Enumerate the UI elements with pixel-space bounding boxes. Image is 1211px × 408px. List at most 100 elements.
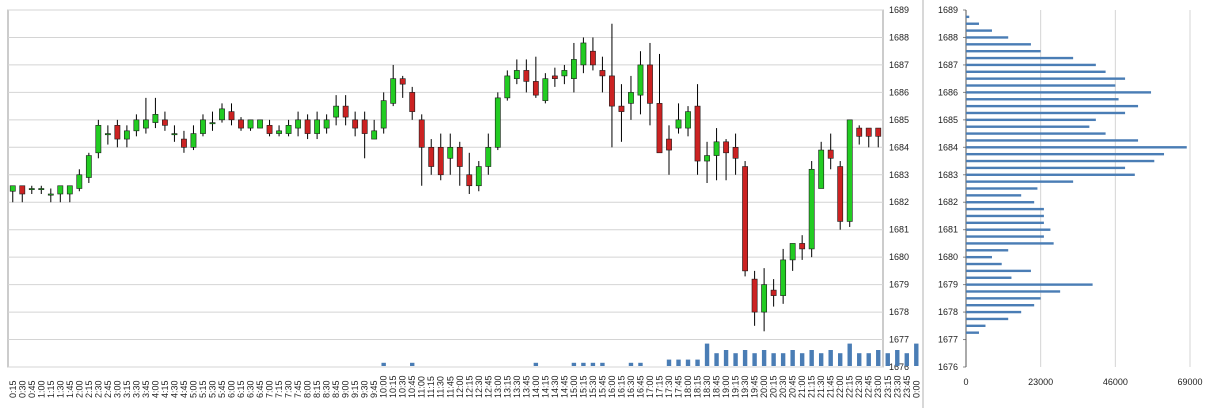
volume-bar: [714, 353, 719, 366]
x-tick-label: 11:15: [426, 376, 436, 398]
candle-body: [323, 119, 330, 129]
x-tick-label: 14:00: [531, 375, 541, 398]
profile-bar: [966, 201, 1035, 204]
x-tick-label: 69000: [1177, 377, 1202, 387]
candle-body: [742, 166, 748, 272]
profile-bar: [966, 166, 1126, 170]
candle-body: [228, 111, 235, 121]
profile-bar: [966, 221, 1044, 225]
x-tick-label: 13:45: [521, 375, 531, 398]
x-tick-label: 12:45: [483, 375, 493, 398]
candle-body: [675, 119, 682, 129]
candle-body: [162, 119, 168, 126]
candle-body: [761, 284, 768, 313]
profile-bar: [966, 228, 1051, 231]
candle-body: [475, 166, 482, 187]
profile-bar: [966, 180, 1074, 183]
x-tick-label: 12:15: [464, 375, 474, 398]
candle-body: [770, 289, 777, 296]
x-tick-label: 20:30: [778, 375, 788, 398]
x-tick-label: 18:15: [693, 375, 703, 398]
candle-body: [276, 130, 282, 134]
x-tick-label: 16:30: [626, 375, 636, 398]
x-tick-label: 19:30: [740, 375, 750, 398]
profile-bar: [966, 173, 1135, 176]
profile-bar: [966, 297, 1041, 300]
x-tick-label: 14:15: [540, 375, 550, 398]
candle-body: [789, 243, 796, 261]
x-tick-label: 20:15: [769, 375, 779, 398]
candle-body: [637, 64, 644, 96]
y-tick-label: 1684: [889, 142, 909, 152]
profile-bar: [966, 187, 1038, 190]
candle-body: [827, 149, 834, 159]
candle-body: [713, 141, 720, 156]
x-tick-label: 2:30: [93, 380, 103, 398]
profile-bar: [966, 304, 1035, 307]
x-tick-label: 9:15: [350, 380, 360, 398]
candle-body: [380, 100, 387, 129]
y-tick-label: 1681: [889, 225, 909, 235]
candle-body: [799, 243, 806, 250]
volume-bar: [704, 343, 710, 366]
x-tick-label: 11:45: [445, 376, 455, 398]
x-tick-label: 10:00: [379, 375, 389, 398]
x-tick-label: 4:15: [160, 380, 170, 398]
volume-bar: [600, 362, 605, 366]
x-tick-label: 9:30: [360, 380, 370, 398]
y-tick-label: 1683: [889, 170, 909, 180]
candle-body: [171, 133, 178, 136]
y-tick-label: 1676: [889, 362, 909, 372]
x-tick-label: 6:45: [255, 380, 265, 398]
x-tick-label: 3:00: [112, 380, 122, 398]
x-tick-label: 18:30: [702, 375, 712, 398]
x-tick-label: 0:45: [27, 380, 37, 398]
candle-body: [190, 133, 197, 148]
y-tick-label: 1685: [889, 115, 909, 125]
volume-bar: [628, 362, 634, 366]
volume-bar: [818, 353, 824, 366]
x-tick-label: 5:15: [198, 380, 208, 398]
x-tick-label: 16:15: [616, 375, 626, 398]
x-tick-label: 23:45: [902, 375, 912, 398]
candle-body: [590, 50, 596, 66]
x-tick-label: 22:45: [864, 375, 874, 398]
x-tick-label: 23:30: [892, 375, 902, 398]
volume-bar: [733, 353, 738, 366]
candle-body: [352, 119, 359, 129]
volume-bar: [838, 353, 843, 366]
volume-bar: [666, 359, 672, 366]
candle-body: [85, 155, 92, 178]
x-tick-label: 22:00: [835, 375, 845, 398]
candle-body: [837, 166, 844, 222]
profile-bar: [966, 49, 1041, 53]
profile-bar: [966, 152, 1165, 156]
x-tick-label: 10:15: [388, 375, 398, 398]
y-tick-label: 1682: [889, 197, 909, 207]
candle-body: [656, 103, 663, 154]
candle-body: [685, 111, 691, 129]
candle-body: [723, 141, 729, 154]
candle-body: [551, 75, 558, 79]
candle-body: [570, 59, 577, 79]
x-tick-label: 5:45: [217, 380, 227, 398]
candle-body: [751, 278, 758, 313]
x-tick-label: 1:15: [46, 380, 56, 398]
profile-bar: [966, 331, 979, 334]
candle-body: [875, 127, 882, 137]
profile-bar: [966, 118, 1096, 122]
candle-body: [38, 188, 45, 191]
candle-body: [361, 119, 368, 134]
x-tick-label: 17:00: [645, 375, 655, 398]
candle-body: [523, 70, 530, 82]
x-tick-label: 0: [963, 377, 968, 387]
profile-bar: [966, 249, 1009, 252]
profile-bar: [966, 242, 1054, 245]
candle-body: [266, 125, 273, 134]
x-tick-label: 3:30: [131, 380, 141, 398]
y-tick-label: 1689: [938, 5, 958, 15]
candle-body: [418, 119, 425, 148]
candle-body: [466, 174, 473, 187]
candle-body: [314, 119, 321, 134]
candle-body: [133, 119, 140, 132]
